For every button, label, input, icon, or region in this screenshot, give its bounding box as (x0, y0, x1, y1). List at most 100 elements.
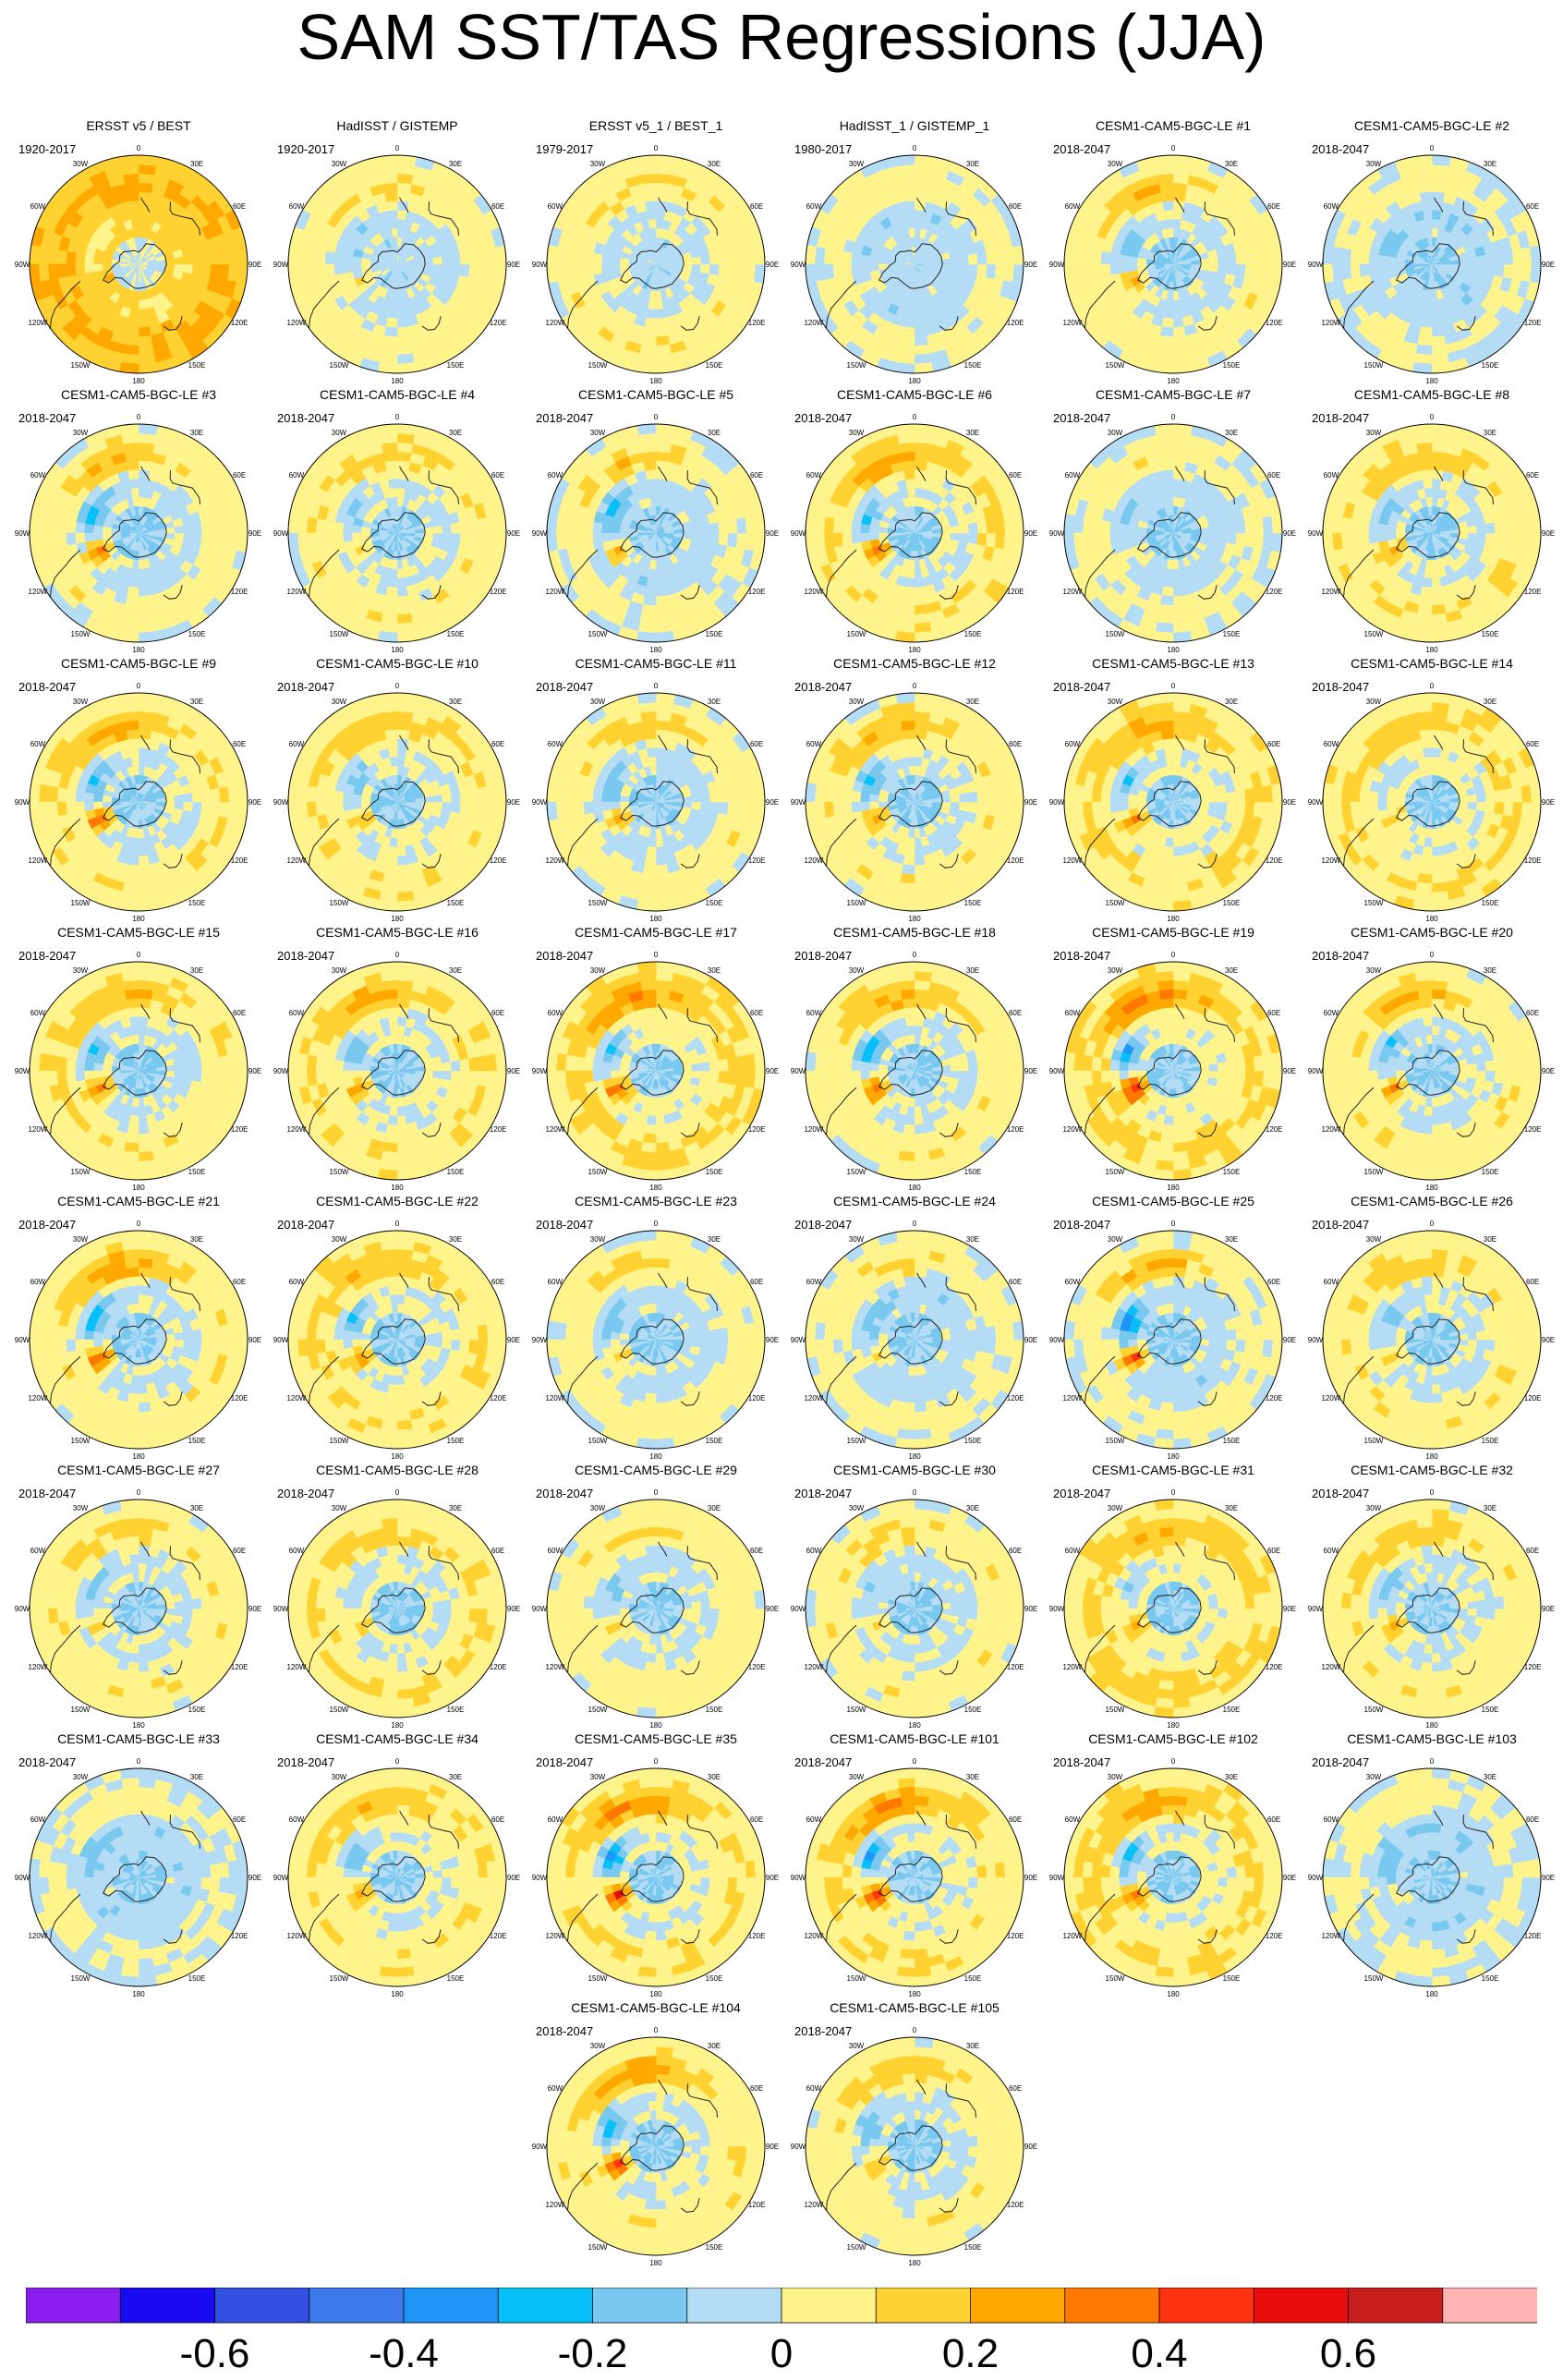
lon-label: 90W (1049, 529, 1065, 538)
anomaly-cell (323, 532, 335, 547)
anomaly-cell (841, 250, 853, 265)
anomaly-cell (56, 263, 67, 279)
continent-coastline (945, 470, 976, 505)
anomaly-cell (959, 263, 970, 274)
anomaly-cell (138, 604, 153, 615)
map-boundary (287, 423, 507, 643)
lon-label: 150W (847, 630, 866, 638)
anomaly-cell (396, 442, 414, 454)
anomaly-cell (1431, 173, 1448, 185)
lon-label: 30E (449, 160, 462, 168)
anomaly-cell (898, 613, 915, 625)
lon-label: 120W (1062, 319, 1082, 327)
anomaly-cell (986, 532, 997, 548)
anomaly-cell (655, 326, 670, 338)
anomaly-cell (1109, 521, 1121, 534)
lon-label: 60W (548, 202, 563, 211)
lon-label: 30E (966, 429, 979, 437)
anomaly-cell (655, 190, 670, 202)
anomaly-cell (1118, 523, 1129, 534)
anomaly-cell (200, 263, 212, 278)
lon-label: 30W (73, 429, 89, 437)
lon-label: 90E (507, 261, 520, 269)
lon-label: 0 (913, 144, 917, 152)
anomaly-cell (1350, 263, 1361, 279)
anomaly-cell (1415, 173, 1433, 185)
lon-label: 150E (188, 630, 206, 638)
anomaly-cell (591, 521, 603, 534)
anomaly-cell (1431, 182, 1447, 193)
anomaly-cell (655, 335, 671, 346)
map-boundary (29, 423, 248, 643)
panel-period: 2018-2047 (1053, 411, 1110, 425)
anomaly-cell (210, 532, 221, 548)
antarctica-coastline (878, 243, 943, 289)
lon-label: 30E (190, 160, 203, 168)
continent-coastline (309, 549, 340, 598)
anomaly-cell (823, 263, 835, 281)
anomaly-cell (450, 532, 462, 545)
map-boundary (1063, 154, 1283, 374)
anomaly-cell (1431, 326, 1446, 338)
anomaly-cell (236, 263, 248, 284)
continent-coastline (939, 316, 959, 331)
continent-coastline (1197, 585, 1218, 600)
anomaly-cell (396, 604, 412, 615)
anomaly-cell (138, 209, 149, 220)
anomaly-cell (138, 326, 152, 338)
anomaly-cell (1503, 263, 1514, 279)
anomaly-cell (200, 532, 212, 547)
anomaly-cell (30, 245, 41, 265)
anomaly-cell (396, 478, 407, 489)
anomaly-cell (315, 532, 326, 548)
anomaly-cell (1172, 155, 1193, 166)
continent-coastline (50, 280, 81, 329)
panel-period: 1920-2017 (277, 142, 334, 156)
anomaly-cell (1091, 249, 1102, 265)
continent-coastline (1434, 197, 1444, 212)
antarctica-coastline (103, 243, 167, 289)
anomaly-cell (901, 459, 915, 471)
anomaly-cell (841, 519, 853, 534)
lon-label: 60W (1065, 471, 1081, 480)
anomaly-cell (1323, 245, 1334, 265)
lon-label: 90E (1542, 261, 1555, 269)
anomaly-cell (1358, 263, 1370, 278)
anomaly-cell (450, 263, 462, 276)
anomaly-cell (906, 299, 915, 310)
anomaly-cell (387, 577, 398, 589)
anomaly-cell (315, 249, 326, 265)
anomaly-cell (1386, 256, 1397, 265)
continent-coastline (399, 466, 409, 481)
anomaly-cell (74, 521, 86, 534)
lon-label: 0 (1171, 144, 1176, 152)
anomaly-cell (994, 516, 1006, 534)
lon-label: 60E (233, 202, 246, 211)
antarctica-coastline (361, 512, 426, 558)
anomaly-cell (1159, 459, 1174, 471)
anomaly-cell (389, 568, 398, 579)
lon-label: 60W (289, 471, 305, 480)
anomaly-cell (591, 252, 603, 265)
antarctica-coastline (103, 512, 167, 558)
anomaly-cell (582, 532, 594, 547)
anomaly-cell (119, 631, 139, 642)
lon-label: 150W (330, 630, 349, 638)
lon-label: 120E (1524, 319, 1542, 327)
anomaly-cell (906, 568, 915, 579)
anomaly-cell (396, 190, 411, 202)
anomaly-cell (1172, 424, 1193, 435)
anomaly-cell (65, 263, 77, 278)
anomaly-cell (610, 256, 621, 265)
anomaly-cell (1161, 586, 1174, 598)
anomaly-cell (381, 173, 398, 185)
continent-coastline (945, 201, 976, 237)
anomaly-cell (582, 263, 594, 278)
anomaly-cell (138, 424, 158, 435)
anomaly-cell (442, 263, 453, 274)
anomaly-cell (122, 344, 139, 356)
anomaly-cell (691, 532, 702, 541)
